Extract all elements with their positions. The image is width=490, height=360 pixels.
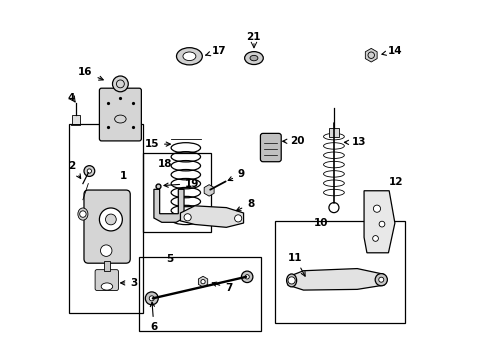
Text: 14: 14: [382, 46, 403, 56]
Polygon shape: [364, 191, 395, 253]
Ellipse shape: [101, 283, 113, 290]
Text: 18: 18: [158, 159, 172, 169]
Circle shape: [146, 292, 158, 305]
Bar: [139, 257, 261, 330]
Bar: [329, 128, 339, 137]
Text: 16: 16: [78, 67, 103, 80]
Circle shape: [201, 279, 205, 284]
Circle shape: [80, 211, 86, 217]
Polygon shape: [180, 206, 244, 227]
Circle shape: [235, 215, 242, 222]
Circle shape: [242, 271, 253, 283]
Circle shape: [149, 296, 154, 301]
Text: 3: 3: [121, 278, 138, 288]
Text: 11: 11: [288, 253, 305, 276]
Circle shape: [87, 169, 92, 173]
Circle shape: [100, 245, 112, 256]
Circle shape: [373, 235, 378, 241]
Text: 13: 13: [344, 138, 367, 147]
Circle shape: [105, 214, 116, 225]
Circle shape: [379, 277, 384, 282]
Ellipse shape: [176, 48, 202, 65]
Ellipse shape: [287, 274, 296, 287]
Text: 5: 5: [166, 253, 173, 264]
Text: 8: 8: [237, 199, 254, 211]
Circle shape: [373, 205, 381, 212]
Text: 17: 17: [206, 46, 226, 56]
Ellipse shape: [78, 208, 88, 220]
Ellipse shape: [245, 51, 263, 64]
Text: 6: 6: [150, 302, 158, 332]
Ellipse shape: [250, 55, 258, 61]
Bar: [275, 221, 405, 323]
Circle shape: [379, 221, 385, 227]
Text: 12: 12: [389, 177, 403, 187]
Text: 15: 15: [145, 139, 171, 149]
Polygon shape: [288, 269, 384, 290]
Polygon shape: [154, 189, 184, 222]
Bar: [72, 115, 80, 124]
Text: 4: 4: [68, 93, 75, 103]
Text: 10: 10: [314, 219, 328, 228]
Circle shape: [184, 214, 191, 221]
Text: 7: 7: [212, 282, 233, 293]
FancyBboxPatch shape: [84, 190, 130, 263]
Text: 9: 9: [228, 169, 245, 181]
Polygon shape: [198, 276, 208, 287]
Polygon shape: [366, 48, 377, 62]
Polygon shape: [204, 185, 214, 196]
Bar: [69, 125, 143, 313]
Circle shape: [329, 203, 339, 213]
Bar: [143, 153, 211, 232]
Circle shape: [113, 76, 128, 92]
Bar: [104, 261, 110, 271]
Circle shape: [99, 208, 122, 231]
Circle shape: [288, 277, 295, 284]
Text: 19: 19: [164, 179, 199, 189]
Circle shape: [375, 274, 388, 286]
Text: 20: 20: [283, 136, 305, 146]
FancyBboxPatch shape: [260, 134, 281, 162]
Circle shape: [84, 166, 95, 176]
Text: 21: 21: [245, 32, 260, 41]
Circle shape: [245, 275, 249, 279]
FancyBboxPatch shape: [99, 88, 141, 141]
Ellipse shape: [183, 52, 196, 60]
Text: 2: 2: [69, 161, 81, 179]
Text: 1: 1: [120, 171, 127, 181]
FancyBboxPatch shape: [95, 270, 119, 291]
